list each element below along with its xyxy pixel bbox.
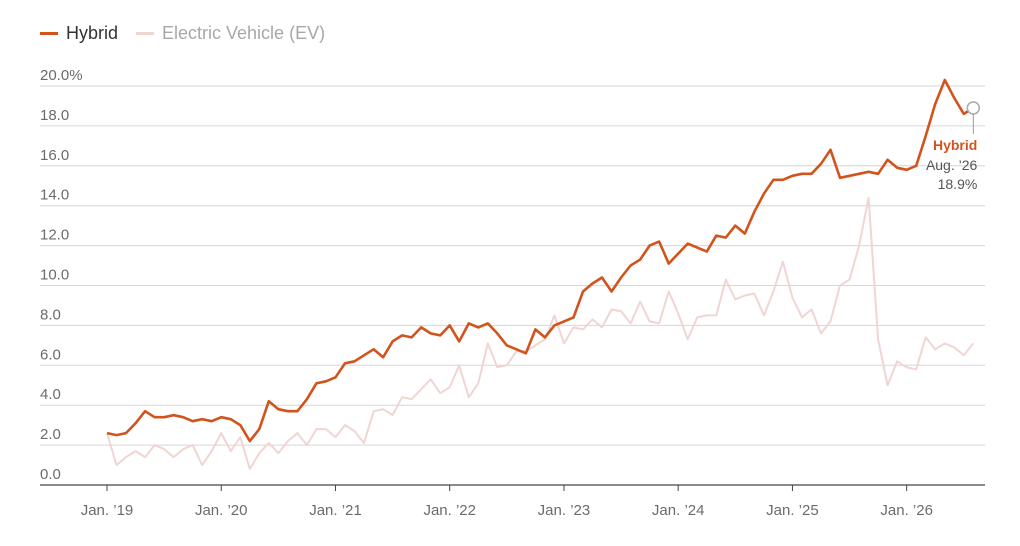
y-tick-label: 4.0 xyxy=(40,386,61,403)
x-tick-label: Jan. ’23 xyxy=(538,502,591,519)
y-tick-label: 12.0 xyxy=(40,227,69,244)
legend-swatch-hybrid xyxy=(40,31,58,35)
legend-label-ev: Electric Vehicle (EV) xyxy=(162,22,326,43)
y-tick-label: 2.0 xyxy=(40,426,61,443)
y-tick-label: 14.0 xyxy=(40,187,69,204)
x-tick-label: Jan. ’22 xyxy=(423,502,476,519)
x-tick-label: Jan. ’25 xyxy=(766,502,819,519)
x-tick-label: Jan. ’26 xyxy=(880,502,933,519)
legend-item-ev[interactable]: Electric Vehicle (EV) xyxy=(136,23,325,44)
annotation-marker xyxy=(966,101,981,115)
ev-line xyxy=(106,196,975,470)
legend-item-hybrid[interactable]: Hybrid xyxy=(40,23,118,44)
y-tick-label: 18.0 xyxy=(40,107,69,124)
y-tick-label: 20.0% xyxy=(40,67,83,84)
y-tick-label: 16.0 xyxy=(40,147,69,164)
legend-swatch-ev xyxy=(136,31,155,35)
x-tick-label: Jan. ’21 xyxy=(309,502,362,519)
y-tick-label: 8.0 xyxy=(40,306,61,323)
x-tick-label: Jan. ’24 xyxy=(652,502,705,519)
x-tick-label: Jan. ’20 xyxy=(195,502,248,519)
annotation-value: 18.9% xyxy=(938,176,978,192)
y-tick-label: 6.0 xyxy=(40,346,61,363)
y-tick-label: 0.0 xyxy=(40,466,61,483)
x-tick-label: Jan. ’19 xyxy=(81,502,134,519)
chart-legend: Hybrid Electric Vehicle (EV) xyxy=(40,20,325,46)
y-tick-label: 10.0 xyxy=(40,267,69,284)
legend-label-hybrid: Hybrid xyxy=(66,22,119,43)
annotation-date: Aug. ’26 xyxy=(926,157,978,173)
annotation-series-label: Hybrid xyxy=(933,137,977,153)
hybrid-line xyxy=(106,78,974,443)
